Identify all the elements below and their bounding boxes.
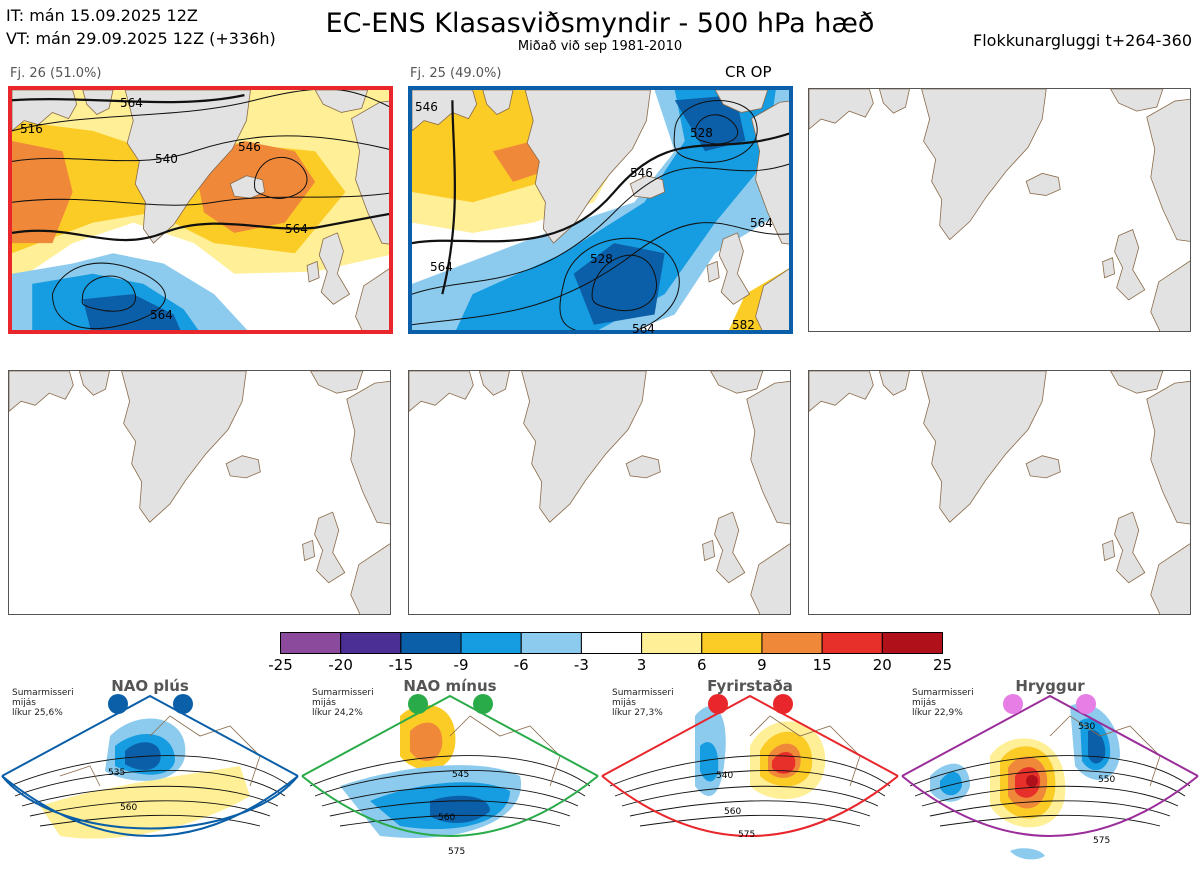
cluster-1-map[interactable] xyxy=(8,86,393,334)
regime-nao-plus[interactable]: NAO plús Sumarmisseri mijás líkur 25,6% xyxy=(0,676,300,871)
contour-label: 564 xyxy=(430,260,453,274)
colorbar-cell xyxy=(641,632,703,654)
operational-marker: CR OP xyxy=(725,63,772,81)
colorbar-cell xyxy=(280,632,342,654)
colorbar-cell xyxy=(340,632,402,654)
regime-name: NAO plús xyxy=(111,677,189,695)
basemap xyxy=(9,371,390,614)
colorbar-tick-label: 20 xyxy=(872,656,892,674)
valid-time: VT: mán 29.09.2025 12Z (+336h) xyxy=(6,29,276,48)
empty-map-panel-5 xyxy=(408,370,791,615)
regime-map xyxy=(601,694,899,837)
colorbar-tick-label: -3 xyxy=(573,656,589,674)
regime-contour-label: 560 xyxy=(438,813,456,823)
contour-label: 564 xyxy=(632,322,655,336)
cluster-1-field xyxy=(12,90,389,330)
regime-stats: Sumarmisseri mijás líkur 25,6% xyxy=(12,688,74,718)
cluster-window: Flokkunargluggi t+264-360 xyxy=(973,31,1192,50)
regime-contour-label: 535 xyxy=(108,768,126,778)
colorbar-tick-label: 6 xyxy=(696,656,707,674)
colorbar-cell xyxy=(580,632,643,654)
colorbar-cell xyxy=(701,632,763,654)
regime-name: NAO mínus xyxy=(403,677,497,695)
page-title: EC-ENS Klasasviðsmyndir - 500 hPa hæð xyxy=(325,8,875,39)
colorbar-tick-label: 9 xyxy=(757,656,767,674)
regime-stats: Sumarmisseri mijás líkur 22,9% xyxy=(912,688,974,718)
contour-label: 546 xyxy=(238,140,261,154)
colorbar-cell xyxy=(400,632,462,654)
regime-contour-label: 575 xyxy=(448,847,466,857)
contour-label: 540 xyxy=(155,152,178,166)
regime-contour-label: 540 xyxy=(716,771,734,781)
contour-label: 546 xyxy=(415,100,438,114)
colorbar-tick-label: -9 xyxy=(453,656,469,674)
colorbar-tick-label: -6 xyxy=(513,656,529,674)
colorbar-cell xyxy=(520,632,582,654)
regime-nao-minus[interactable]: NAO mínus Sumarmisseri mijás líkur 24,2% xyxy=(300,676,600,871)
contour-label: 546 xyxy=(630,166,653,180)
regime-contour-label: 575 xyxy=(738,830,756,840)
cluster-2-map[interactable] xyxy=(408,86,793,334)
regime-contour-label: 530 xyxy=(1078,722,1096,732)
contour-label: 528 xyxy=(590,252,613,266)
empty-map-panel-3 xyxy=(808,88,1191,332)
basemap xyxy=(809,371,1190,614)
colorbar-tick-label: 15 xyxy=(812,656,832,674)
colorbar-tick-label: -15 xyxy=(388,656,414,674)
regime-blocking[interactable]: Fyrirstaða Sumarmisseri mijás líkur 27,3… xyxy=(600,676,900,871)
contour-label: 564 xyxy=(285,222,308,236)
colorbar-cell xyxy=(761,632,823,654)
cluster-2-field xyxy=(412,90,789,330)
contour-label: 516 xyxy=(20,122,43,136)
regime-ridge[interactable]: Hryggur Sumarmisseri mijás líkur 22,9% xyxy=(900,676,1200,871)
contour-label: 582 xyxy=(732,318,755,332)
empty-map-panel-6 xyxy=(808,370,1191,615)
regime-contour-label: 550 xyxy=(1098,775,1116,785)
regime-name: Hryggur xyxy=(1015,677,1085,695)
contour-label: 564 xyxy=(750,216,773,230)
colorbar-tick-label: 25 xyxy=(932,656,953,674)
regime-map xyxy=(1,694,299,866)
regime-stats: Sumarmisseri mijás líkur 27,3% xyxy=(612,688,674,718)
regime-map xyxy=(901,694,1199,860)
basemap xyxy=(409,371,790,614)
basemap xyxy=(809,89,1190,331)
colorbar-cell xyxy=(881,632,943,654)
regime-contour-label: 545 xyxy=(452,770,470,780)
regime-stats: Sumarmisseri mijás líkur 24,2% xyxy=(312,688,374,718)
colorbar-tick-label: -20 xyxy=(328,656,353,674)
regime-contour-label: 560 xyxy=(724,807,742,817)
empty-map-panel-4 xyxy=(8,370,391,615)
regime-contour-label: 560 xyxy=(120,803,138,813)
cluster-1-label: Fj. 26 (51.0%) xyxy=(10,66,102,81)
colorbar-tick-label: 3 xyxy=(636,656,647,674)
init-time: IT: mán 15.09.2025 12Z xyxy=(6,6,198,25)
colorbar-tick-label: -25 xyxy=(268,656,293,674)
colorbar xyxy=(280,632,943,654)
regime-map xyxy=(301,694,599,838)
cluster-2-label: Fj. 25 (49.0%) xyxy=(410,66,502,81)
colorbar-cell xyxy=(821,632,883,654)
contour-label: 564 xyxy=(120,96,143,110)
regime-name: Fyrirstaða xyxy=(707,677,793,695)
contour-label: 564 xyxy=(150,308,173,322)
page-subtitle: Miðað við sep 1981-2010 xyxy=(517,39,683,54)
regime-contour-label: 575 xyxy=(1093,836,1111,846)
colorbar-cell xyxy=(460,632,522,654)
contour-label: 528 xyxy=(690,126,713,140)
